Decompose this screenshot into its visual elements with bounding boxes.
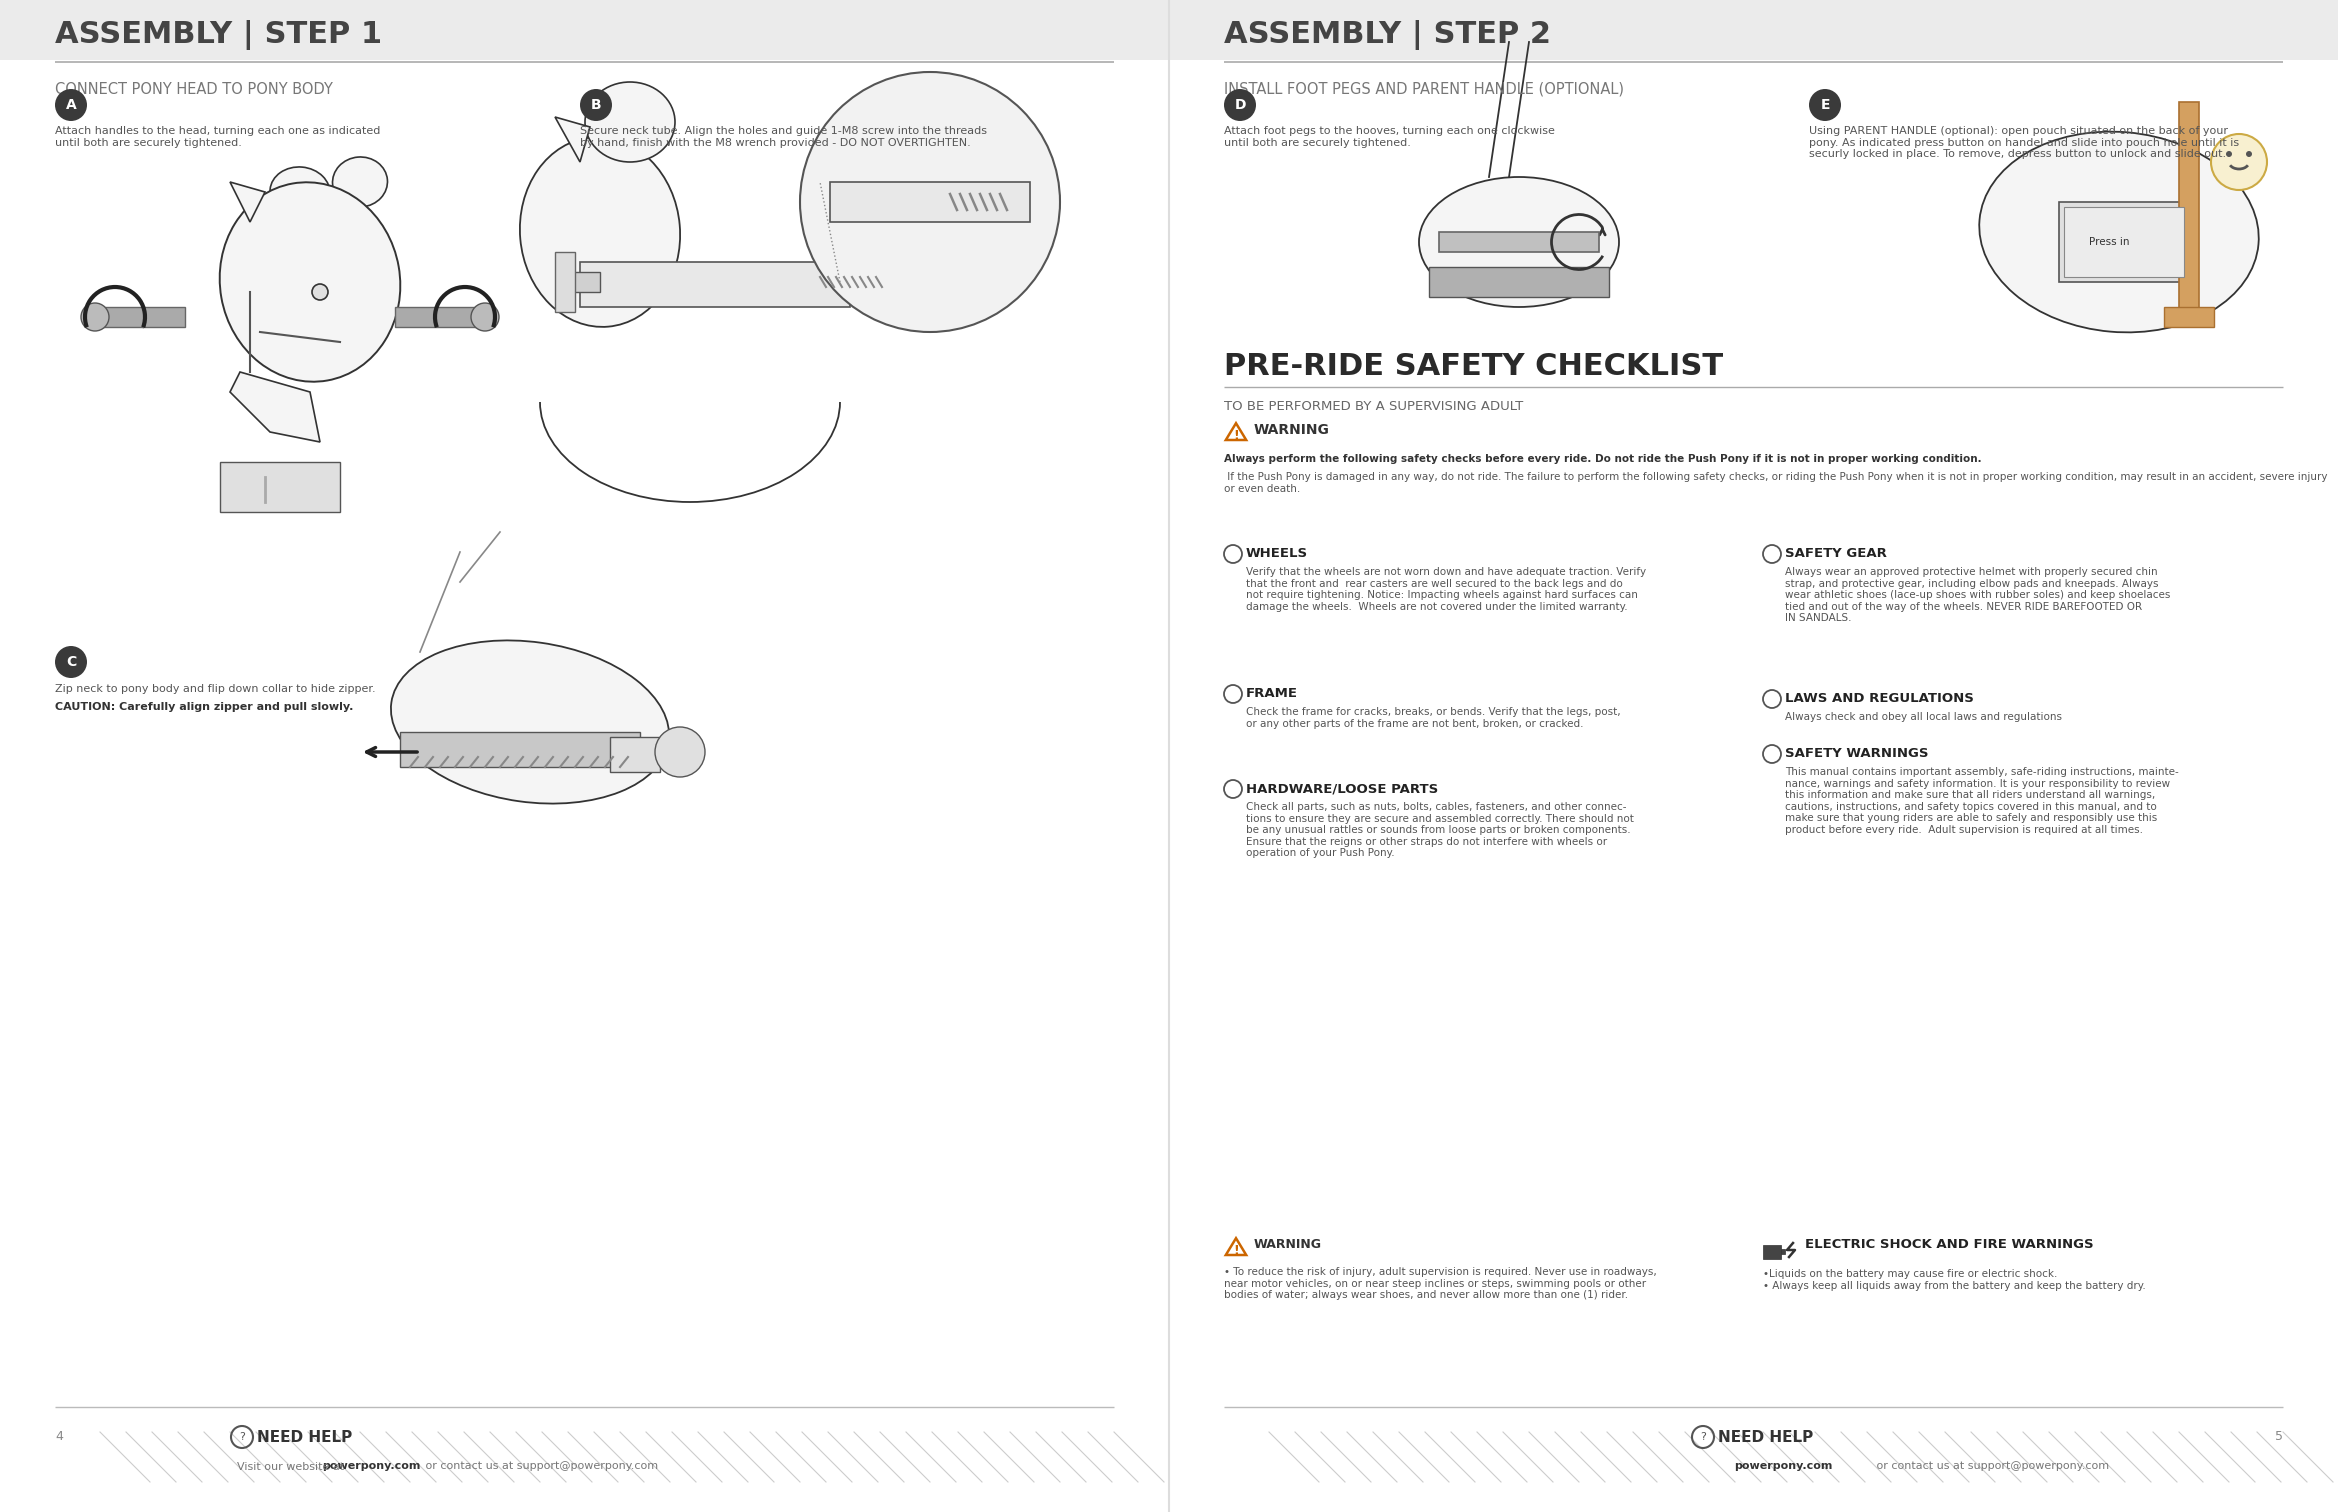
Text: NEED HELP: NEED HELP [1718, 1429, 1814, 1444]
Ellipse shape [519, 138, 680, 327]
Bar [1438, 231, 1599, 253]
Circle shape [470, 302, 498, 331]
Bar [2064, 207, 2184, 277]
Ellipse shape [1419, 177, 1618, 307]
Text: CAUTION: Carefully align zipper and pull slowly.: CAUTION: Carefully align zipper and pull… [56, 702, 353, 712]
Text: A: A [65, 98, 77, 112]
Text: PRE-RIDE SAFETY CHECKLIST: PRE-RIDE SAFETY CHECKLIST [1225, 352, 1723, 381]
Text: !: ! [1232, 1244, 1239, 1258]
Text: Press in: Press in [2088, 237, 2130, 246]
Text: 5: 5 [2275, 1430, 2282, 1444]
Text: Always wear an approved protective helmet with properly secured chin
strap, and : Always wear an approved protective helme… [1784, 567, 2170, 623]
Ellipse shape [584, 82, 676, 162]
Bar [395, 307, 484, 327]
Text: powerpony.com: powerpony.com [323, 1461, 421, 1471]
Text: This manual contains important assembly, safe-riding instructions, mainte-
nance: This manual contains important assembly,… [1784, 767, 2179, 835]
Text: •Liquids on the battery may cause fire or electric shock.
• Always keep all liqu: •Liquids on the battery may cause fire o… [1763, 1269, 2146, 1291]
Text: Check all parts, such as nuts, bolts, cables, fasteners, and other connec-
tions: Check all parts, such as nuts, bolts, ca… [1246, 801, 1634, 859]
Bar [400, 732, 641, 767]
Text: SAFETY GEAR: SAFETY GEAR [1784, 547, 1887, 559]
Bar [570, 272, 601, 292]
Bar [2165, 307, 2214, 327]
Text: B: B [592, 98, 601, 112]
Text: Visit our website at: Visit our website at [236, 1462, 348, 1473]
Bar [0, 0, 2338, 60]
Text: or contact us at support@powerpony.com: or contact us at support@powerpony.com [1873, 1461, 2109, 1471]
Text: WARNING: WARNING [1253, 1238, 1321, 1252]
Text: ASSEMBLY | STEP 1: ASSEMBLY | STEP 1 [56, 20, 381, 50]
Text: Secure neck tube. Align the holes and guide 1-M8 screw into the threads
by hand,: Secure neck tube. Align the holes and gu… [580, 125, 987, 148]
Circle shape [2226, 151, 2233, 157]
Text: Attach handles to the head, turning each one as indicated
until both are securel: Attach handles to the head, turning each… [56, 125, 381, 148]
Text: 4: 4 [56, 1430, 63, 1444]
Text: ELECTRIC SHOCK AND FIRE WARNINGS: ELECTRIC SHOCK AND FIRE WARNINGS [1805, 1238, 2093, 1252]
Circle shape [82, 302, 110, 331]
Text: ?: ? [238, 1432, 245, 1442]
Text: LAWS AND REGULATIONS: LAWS AND REGULATIONS [1784, 692, 1973, 705]
Text: Zip neck to pony body and flip down collar to hide zipper.: Zip neck to pony body and flip down coll… [56, 683, 376, 694]
Text: INSTALL FOOT PEGS AND PARENT HANDLE (OPTIONAL): INSTALL FOOT PEGS AND PARENT HANDLE (OPT… [1225, 82, 1625, 97]
Text: D: D [1234, 98, 1246, 112]
Ellipse shape [332, 157, 388, 207]
Text: Check the frame for cracks, breaks, or bends. Verify that the legs, post,
or any: Check the frame for cracks, breaks, or b… [1246, 708, 1620, 729]
Text: or contact us at support@powerpony.com: or contact us at support@powerpony.com [421, 1461, 657, 1471]
Polygon shape [229, 181, 264, 222]
Text: Always check and obey all local laws and regulations: Always check and obey all local laws and… [1784, 712, 2062, 723]
Text: NEED HELP: NEED HELP [257, 1429, 353, 1444]
Text: Verify that the wheels are not worn down and have adequate traction. Verify
that: Verify that the wheels are not worn down… [1246, 567, 1646, 612]
Ellipse shape [243, 204, 288, 259]
Bar [1782, 1249, 1784, 1253]
Circle shape [1225, 89, 1256, 121]
Text: ASSEMBLY | STEP 2: ASSEMBLY | STEP 2 [1225, 20, 1550, 50]
Polygon shape [229, 372, 320, 442]
Bar [1763, 1244, 1782, 1259]
Text: Using PARENT HANDLE (optional): open pouch situated on the back of your
pony. As: Using PARENT HANDLE (optional): open pou… [1810, 125, 2240, 159]
Circle shape [311, 284, 327, 299]
Bar [2060, 203, 2188, 283]
Circle shape [2247, 151, 2251, 157]
Bar [830, 181, 1031, 222]
Text: Attach foot pegs to the hooves, turning each one clockwise
until both are secure: Attach foot pegs to the hooves, turning … [1225, 125, 1555, 148]
Bar [1429, 268, 1609, 296]
Bar [96, 307, 185, 327]
Text: SAFETY WARNINGS: SAFETY WARNINGS [1784, 747, 1929, 761]
Circle shape [1810, 89, 1840, 121]
Text: powerpony.com: powerpony.com [1735, 1461, 1833, 1471]
Text: WHEELS: WHEELS [1246, 547, 1309, 559]
Ellipse shape [1980, 132, 2259, 333]
Text: WARNING: WARNING [1253, 423, 1330, 437]
Ellipse shape [390, 641, 669, 803]
Bar [610, 736, 659, 773]
Text: If the Push Pony is damaged in any way, do not ride. The failure to perform the : If the Push Pony is damaged in any way, … [1225, 472, 2329, 493]
Text: !: ! [1232, 429, 1239, 443]
Bar [2179, 101, 2200, 322]
Bar [1169, 0, 2338, 1512]
Polygon shape [554, 116, 589, 162]
Bar [0, 0, 1169, 1512]
Bar [220, 463, 339, 513]
Text: E: E [1821, 98, 1831, 112]
Ellipse shape [269, 166, 330, 218]
Text: TO BE PERFORMED BY A SUPERVISING ADULT: TO BE PERFORMED BY A SUPERVISING ADULT [1225, 401, 1524, 413]
Circle shape [56, 89, 87, 121]
Ellipse shape [220, 183, 400, 381]
Text: HARDWARE/LOOSE PARTS: HARDWARE/LOOSE PARTS [1246, 782, 1438, 795]
Circle shape [56, 646, 87, 677]
Circle shape [2212, 135, 2268, 191]
Circle shape [655, 727, 706, 777]
Text: CONNECT PONY HEAD TO PONY BODY: CONNECT PONY HEAD TO PONY BODY [56, 82, 332, 97]
Text: FRAME: FRAME [1246, 686, 1298, 700]
Bar [554, 253, 575, 311]
Text: • To reduce the risk of injury, adult supervision is required. Never use in road: • To reduce the risk of injury, adult su… [1225, 1267, 1658, 1300]
Text: ?: ? [1700, 1432, 1707, 1442]
Text: Always perform the following safety checks before every ride. Do not ride the Pu: Always perform the following safety chec… [1225, 454, 1983, 464]
Circle shape [580, 89, 613, 121]
Bar [580, 262, 851, 307]
Text: C: C [65, 655, 77, 668]
Circle shape [800, 73, 1059, 333]
